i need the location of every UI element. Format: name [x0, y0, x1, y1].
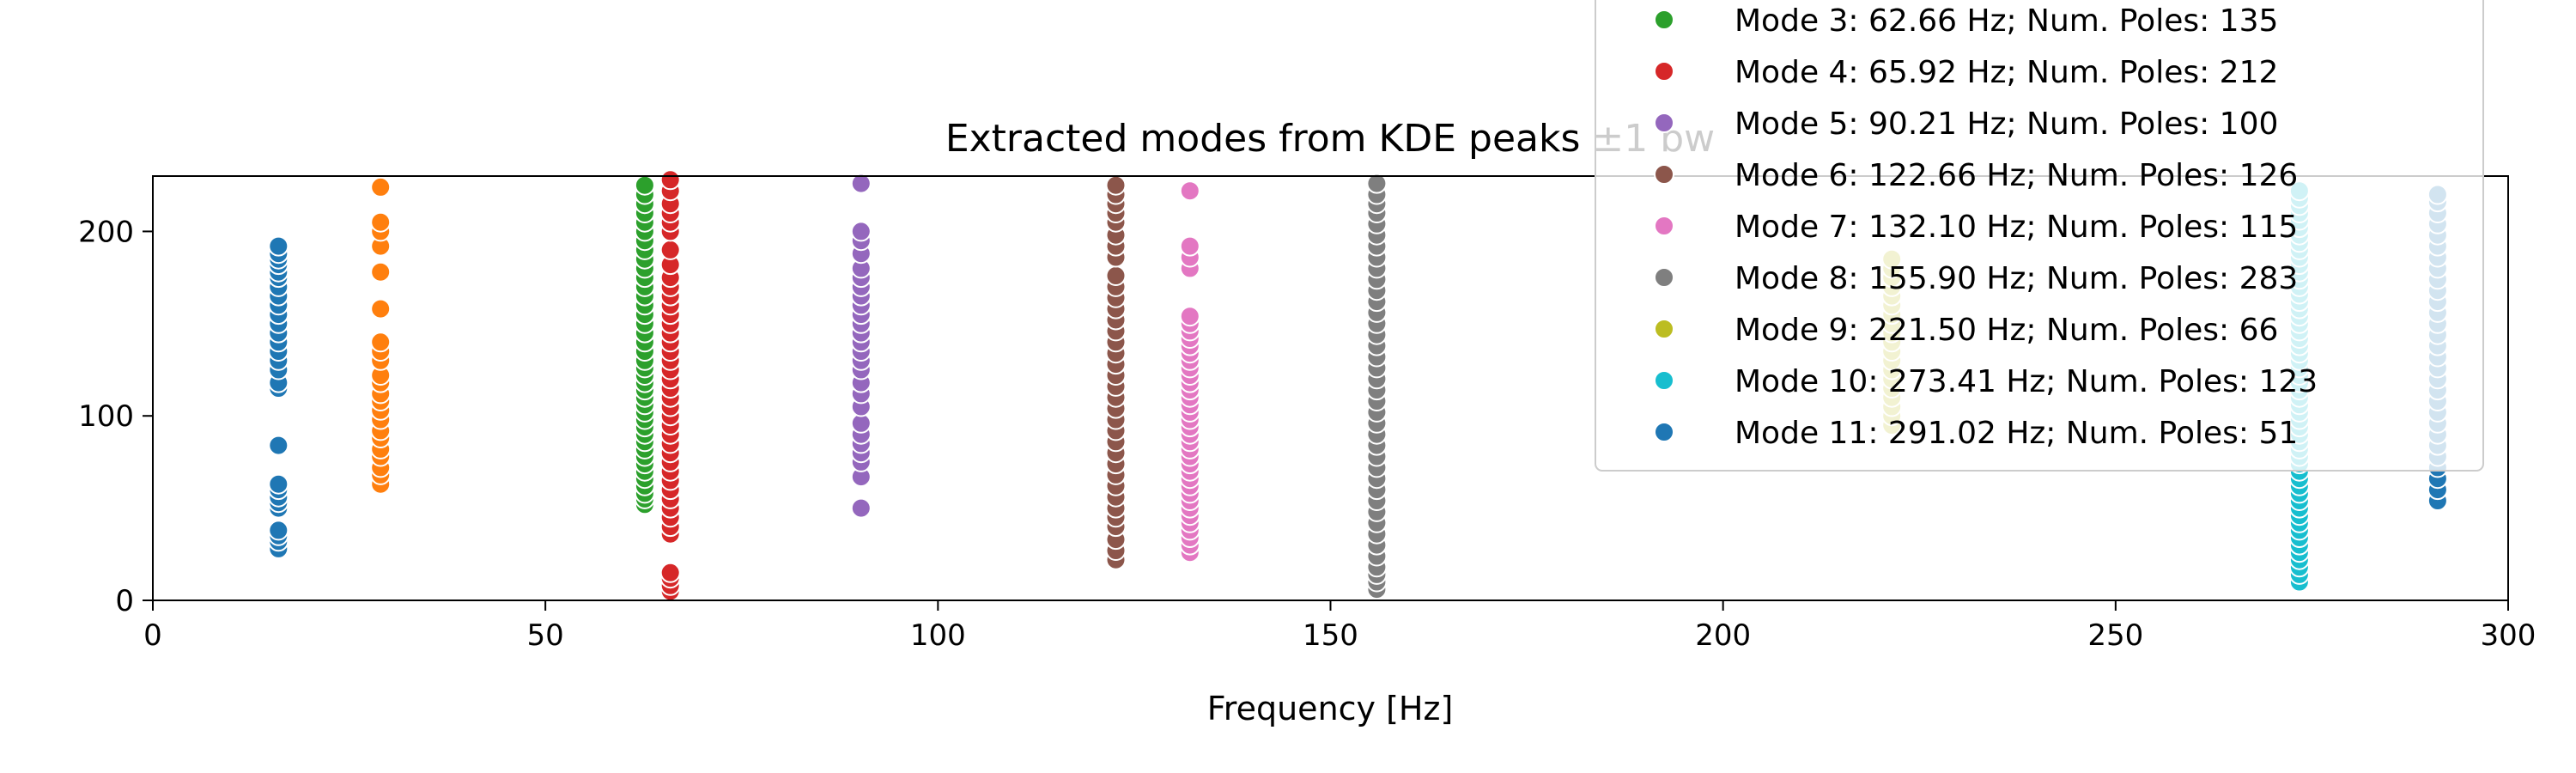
series-4: [659, 169, 681, 602]
data-point: [370, 261, 392, 283]
legend-label: Mode 4: 65.92 Hz; Num. Poles: 212: [1735, 55, 2278, 90]
data-point: [370, 176, 392, 198]
x-axis-ticks: 0 50 100 150 200 250 300: [143, 600, 2536, 653]
data-point: [659, 169, 681, 191]
series-2: [370, 176, 392, 495]
data-point: [659, 239, 681, 260]
data-point: [1366, 173, 1388, 194]
legend-marker: [1654, 113, 1674, 133]
data-point: [268, 435, 289, 456]
legend-marker: [1654, 61, 1674, 82]
legend-marker: [1654, 319, 1674, 339]
legend-marker: [1654, 216, 1674, 236]
legend-label: Mode 9: 221.50 Hz; Num. Poles: 66: [1735, 313, 2278, 348]
data-point: [1105, 265, 1127, 286]
legend-marker: [1654, 9, 1674, 30]
legend-marker: [1654, 267, 1674, 288]
data-point: [850, 173, 872, 194]
legend-marker: [1654, 164, 1674, 185]
series-8: [1366, 173, 1388, 600]
data-point: [850, 221, 872, 242]
y-tick-label: 200: [78, 215, 134, 249]
series-1: [268, 235, 289, 559]
data-point: [1179, 235, 1200, 257]
y-tick-label: 100: [78, 399, 134, 434]
x-tick-label: 0: [143, 618, 162, 653]
data-point: [268, 473, 289, 495]
x-tick-label: 250: [2087, 618, 2143, 653]
legend-marker: [1654, 422, 1674, 442]
series-5: [850, 173, 872, 519]
legend-label: Mode 10: 273.41 Hz; Num. Poles: 123: [1735, 364, 2318, 399]
legend-box: [1595, 0, 2484, 472]
legend-label: Mode 8: 155.90 Hz; Num. Poles: 283: [1735, 261, 2298, 296]
legend-label: Mode 7: 132.10 Hz; Num. Poles: 115: [1735, 210, 2298, 245]
y-tick-label: 0: [115, 584, 134, 618]
data-point: [634, 174, 655, 196]
series-7: [1179, 180, 1200, 563]
legend-label: Mode 11: 291.02 Hz; Num. Poles: 51: [1735, 416, 2298, 451]
data-point: [659, 562, 681, 583]
x-tick-label: 100: [910, 618, 966, 653]
chart-title: Extracted modes from KDE peaks ±1 bw: [945, 117, 1715, 161]
y-axis-ticks: 0 100 200: [78, 215, 153, 618]
data-point: [1179, 306, 1200, 327]
x-tick-label: 200: [1695, 618, 1751, 653]
data-point: [268, 520, 289, 541]
legend-label: Mode 6: 122.66 Hz; Num. Poles: 126: [1735, 158, 2298, 193]
legend-label: Mode 5: 90.21 Hz; Num. Poles: 100: [1735, 107, 2278, 142]
data-point: [1179, 180, 1200, 202]
legend-marker: [1654, 370, 1674, 391]
data-point: [370, 332, 392, 353]
data-point: [268, 235, 289, 257]
data-point: [850, 497, 872, 519]
legend: Mode 3: 62.66 Hz; Num. Poles: 135 Mode 4:…: [1595, 0, 2484, 472]
x-tick-label: 50: [527, 618, 564, 653]
data-point: [370, 298, 392, 320]
series-3: [634, 174, 655, 515]
data-point: [1105, 174, 1127, 196]
legend-label: Mode 3: 62.66 Hz; Num. Poles: 135: [1735, 3, 2278, 39]
series-6: [1105, 174, 1127, 570]
x-tick-label: 300: [2481, 618, 2537, 653]
data-point: [370, 211, 392, 233]
x-axis-title: Frequency [Hz]: [1207, 690, 1454, 727]
x-tick-label: 150: [1303, 618, 1358, 653]
